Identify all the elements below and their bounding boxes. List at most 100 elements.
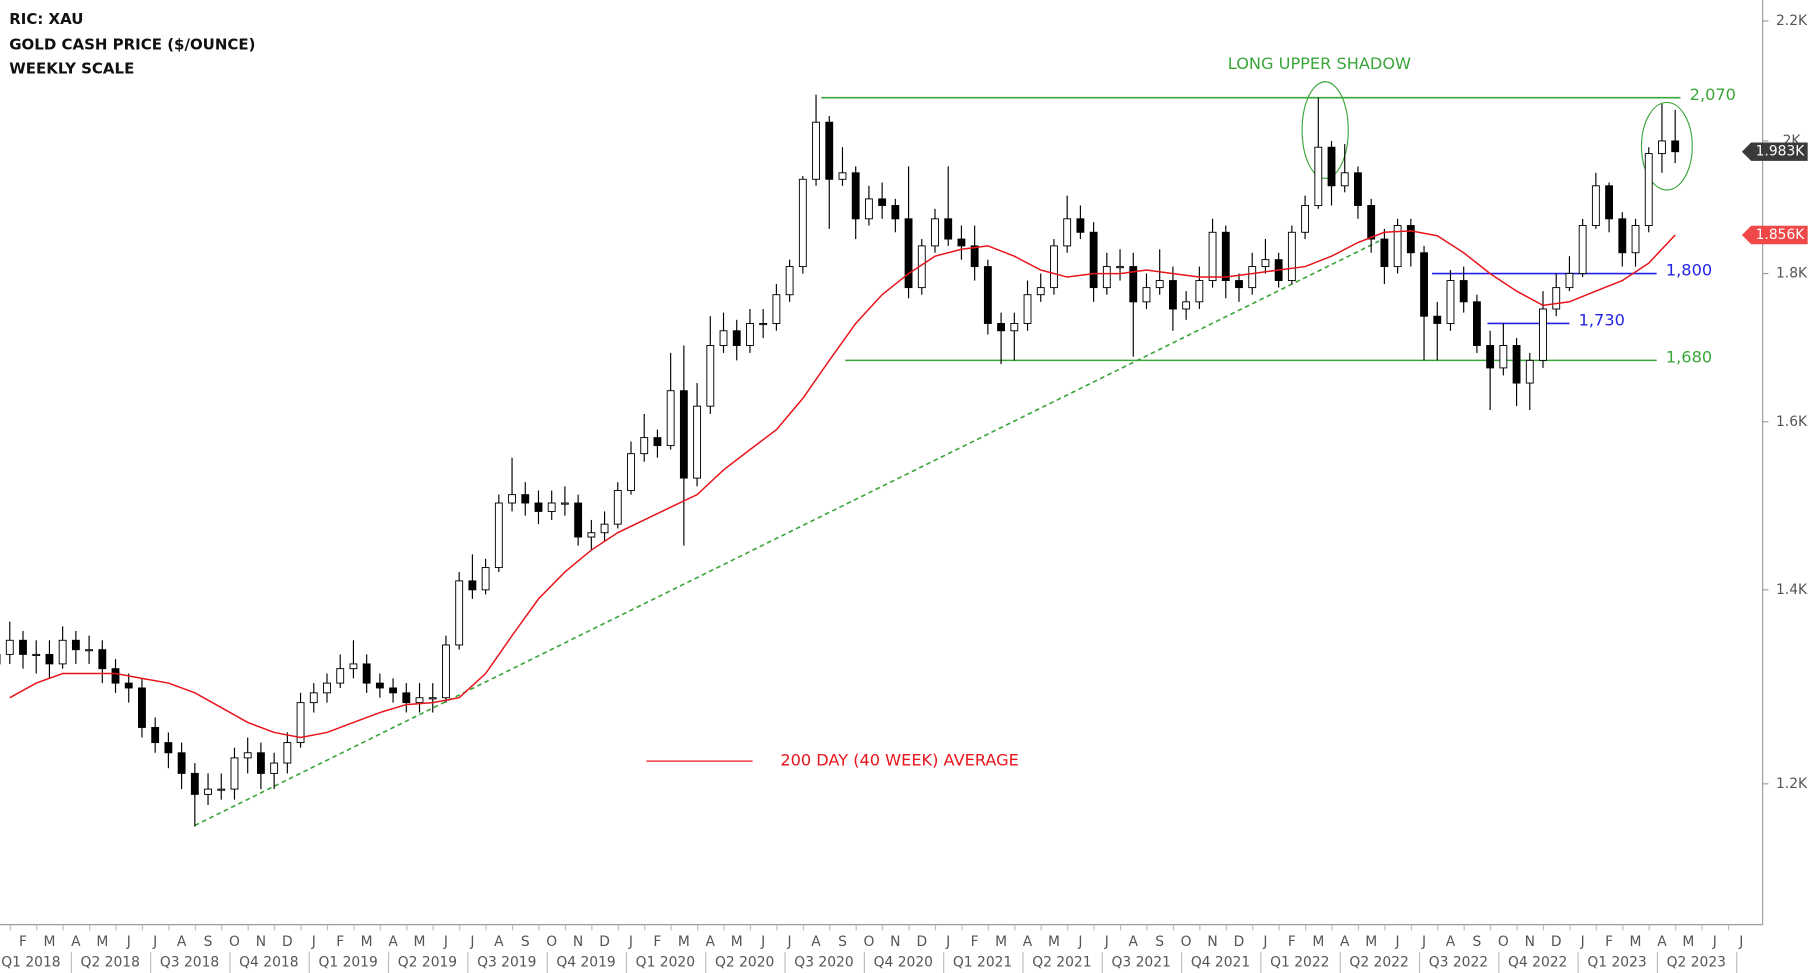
candle-body bbox=[1168, 280, 1177, 310]
candle-body bbox=[190, 772, 199, 795]
candle-body bbox=[1658, 140, 1666, 155]
candle-body bbox=[983, 266, 992, 324]
x-tick-label: M bbox=[1048, 934, 1060, 950]
candle-body bbox=[349, 663, 358, 670]
candle-body bbox=[1010, 323, 1019, 332]
chart-subtitle: GOLD CASH PRICE ($/OUNCE) bbox=[9, 35, 255, 53]
candle-body bbox=[600, 523, 609, 534]
candle-body bbox=[1036, 287, 1045, 296]
candle-body bbox=[204, 788, 212, 795]
candle-body bbox=[442, 644, 450, 699]
quarter-tick-label: Q2 2019 bbox=[398, 955, 457, 971]
quarter-tick-label: Q4 2018 bbox=[239, 955, 298, 971]
candle-body bbox=[270, 762, 279, 774]
candle-body bbox=[1644, 153, 1653, 226]
x-tick-label: F bbox=[971, 934, 979, 950]
x-tick-label: F bbox=[19, 934, 27, 950]
quarter-tick-label: Q2 2022 bbox=[1349, 955, 1408, 971]
candle-body bbox=[1155, 280, 1164, 289]
candle-body bbox=[785, 266, 794, 296]
x-tick-label: O bbox=[546, 934, 557, 950]
candle-body bbox=[402, 692, 411, 704]
price-tag-label: 1.856K bbox=[1756, 227, 1806, 243]
x-tick-label: F bbox=[653, 934, 661, 950]
price-tag-label: 1.983K bbox=[1756, 144, 1806, 160]
candle-body bbox=[230, 757, 239, 790]
candle-body bbox=[32, 653, 41, 657]
x-tick-label: J bbox=[1580, 934, 1585, 950]
quarter-tick-label: Q3 2022 bbox=[1429, 955, 1488, 971]
x-tick-label: A bbox=[706, 934, 716, 950]
x-tick-label: M bbox=[995, 934, 1007, 950]
candle-body bbox=[1327, 146, 1336, 187]
quarter-tick-label: Q1 2019 bbox=[318, 955, 377, 971]
candle-body bbox=[970, 245, 979, 268]
candle-body bbox=[1248, 266, 1257, 289]
candle-body bbox=[177, 752, 186, 774]
candle-body bbox=[1221, 231, 1230, 282]
x-tick-label: M bbox=[414, 934, 426, 950]
candle-body bbox=[693, 405, 702, 479]
quarter-tick-label: Q4 2022 bbox=[1508, 955, 1567, 971]
candle-body bbox=[1618, 218, 1627, 254]
x-tick-label: A bbox=[494, 934, 504, 950]
candle-body bbox=[679, 390, 688, 479]
x-tick-label: M bbox=[731, 934, 743, 950]
x-tick-label: D bbox=[282, 934, 293, 950]
quarter-tick-label: Q2 2020 bbox=[715, 955, 774, 971]
candle-body bbox=[613, 490, 622, 525]
level-label: 1,680 bbox=[1666, 348, 1712, 367]
x-tick-label: N bbox=[890, 934, 900, 950]
x-tick-label: M bbox=[361, 934, 373, 950]
candle-body bbox=[864, 198, 873, 220]
candle-body bbox=[1102, 266, 1111, 289]
candle-body bbox=[362, 663, 371, 684]
level-label: 2,070 bbox=[1690, 85, 1736, 104]
x-tick-label: J bbox=[945, 934, 950, 950]
x-tick-label: J bbox=[152, 934, 157, 950]
moving-average-line bbox=[9, 230, 1676, 739]
candle-body bbox=[1050, 245, 1058, 289]
quarter-tick-label: Q4 2020 bbox=[874, 955, 933, 971]
candle-body bbox=[1591, 185, 1600, 226]
candle-body bbox=[1063, 218, 1072, 247]
candle-body bbox=[71, 639, 80, 651]
candle-body bbox=[309, 692, 318, 704]
candle-body bbox=[706, 345, 715, 407]
y-tick-label: 1.4K bbox=[1776, 582, 1808, 598]
y-tick-label: 1.8K bbox=[1776, 266, 1808, 282]
candle-body bbox=[560, 502, 569, 505]
highlight-circle bbox=[1301, 81, 1349, 180]
candle-body bbox=[1631, 225, 1640, 254]
candle-body bbox=[547, 502, 556, 512]
candle-body bbox=[45, 653, 54, 665]
candle-body bbox=[627, 453, 635, 491]
x-tick-label: S bbox=[1473, 934, 1482, 950]
x-tick-label: A bbox=[1446, 934, 1456, 950]
candle-body bbox=[1472, 301, 1481, 346]
candle-body bbox=[1499, 345, 1508, 369]
candle-body bbox=[1539, 308, 1547, 361]
quarter-tick-label: Q4 2019 bbox=[556, 955, 615, 971]
x-tick-label: M bbox=[678, 934, 690, 950]
x-tick-label: D bbox=[599, 934, 610, 950]
x-tick-label: J bbox=[1104, 934, 1109, 950]
candle-body bbox=[1354, 172, 1362, 206]
candle-body bbox=[1420, 252, 1428, 317]
x-tick-label: J bbox=[126, 934, 131, 950]
chart-title: RIC: XAU bbox=[9, 10, 83, 28]
x-tick-label: A bbox=[1129, 934, 1139, 950]
quarter-tick-label: Q2 2023 bbox=[1667, 955, 1726, 971]
candle-body bbox=[931, 218, 939, 247]
candle-body bbox=[640, 437, 649, 455]
candle-body bbox=[323, 682, 331, 694]
x-tick-label: J bbox=[1421, 934, 1426, 950]
candle-body bbox=[1380, 238, 1389, 268]
candle-body bbox=[389, 687, 398, 694]
candle-body bbox=[1287, 231, 1296, 282]
x-tick-label: N bbox=[573, 934, 583, 950]
x-tick-label: F bbox=[1605, 934, 1613, 950]
candle-body bbox=[58, 639, 67, 665]
x-tick-label: O bbox=[1181, 934, 1192, 950]
x-tick-label: D bbox=[1551, 934, 1562, 950]
